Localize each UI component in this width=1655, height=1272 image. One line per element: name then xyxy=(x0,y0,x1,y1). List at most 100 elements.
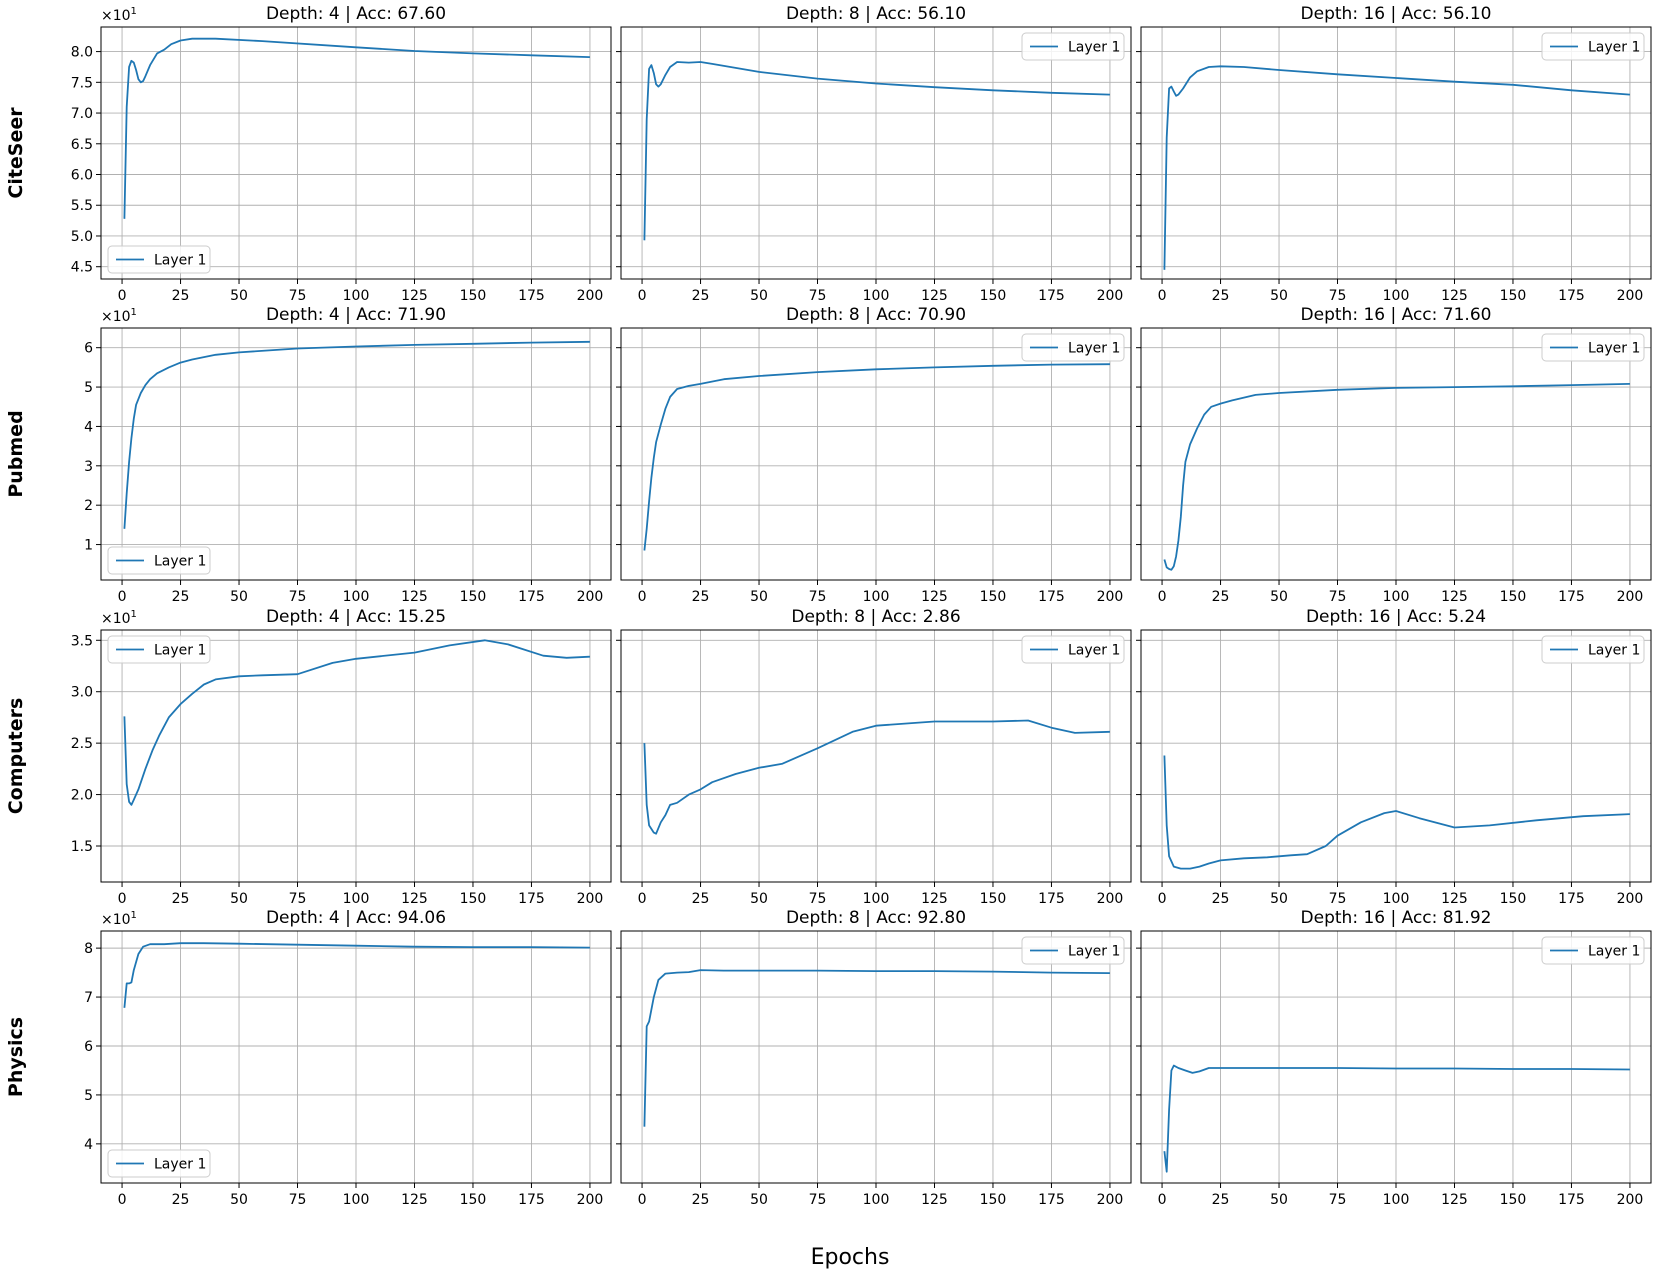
y-tick-label: 8.0 xyxy=(71,45,93,61)
x-tick-label: 150 xyxy=(1500,891,1527,907)
panel-physics-3: 0 25 50 75 100 125 150 175 200 Depth: 16 | Acc: 8… xyxy=(1136,908,1652,1208)
x-tick-label: 100 xyxy=(1383,589,1410,605)
y-tick-label: 5 xyxy=(84,1088,93,1104)
x-tick-label: 25 xyxy=(172,589,190,605)
y-tick-label: 5.5 xyxy=(71,198,93,214)
x-tick-label: 75 xyxy=(1329,288,1347,304)
x-tick-label: 0 xyxy=(638,288,647,304)
x-tick-label: 0 xyxy=(118,589,127,605)
x-tick-label: 100 xyxy=(1383,288,1410,304)
x-tick-label: 200 xyxy=(577,1192,604,1208)
x-tick-label: 175 xyxy=(518,1192,545,1208)
x-tick-label: 175 xyxy=(1558,589,1585,605)
x-tick-label: 0 xyxy=(118,288,127,304)
panel-title: Depth: 4 | Acc: 67.60 xyxy=(266,4,446,24)
x-tick-label: 100 xyxy=(1383,891,1410,907)
panel-title: Depth: 8 | Acc: 92.80 xyxy=(786,908,966,928)
legend: Layer 1 xyxy=(1021,936,1125,965)
x-tick-label: 150 xyxy=(980,589,1007,605)
row-label-physics: Physics xyxy=(5,1017,27,1097)
legend: Layer 1 xyxy=(1021,333,1125,362)
y-tick-label: 7.0 xyxy=(71,106,93,122)
x-tick-label: 50 xyxy=(750,589,768,605)
y-axis-multiplier: ×101 xyxy=(101,609,137,627)
legend-label: Layer 1 xyxy=(1588,643,1640,659)
panel-title: Depth: 8 | Acc: 70.90 xyxy=(786,305,966,325)
x-tick-label: 175 xyxy=(1558,891,1585,907)
x-tick-label: 25 xyxy=(692,1192,710,1208)
legend-label: Layer 1 xyxy=(154,554,206,570)
panel-title: Depth: 16 | Acc: 81.92 xyxy=(1301,908,1492,928)
x-tick-label: 200 xyxy=(577,288,604,304)
x-tick-label: 150 xyxy=(460,288,487,304)
x-tick-label: 0 xyxy=(1158,288,1167,304)
multiplier-base: ×10 xyxy=(101,309,131,325)
legend-box xyxy=(1541,32,1645,61)
row-label-citeseer: CiteSeer xyxy=(5,107,27,199)
y-tick-label: 5 xyxy=(84,380,93,396)
legend-label: Layer 1 xyxy=(1068,643,1120,659)
series-line-layer-1 xyxy=(643,61,1110,241)
legend: Layer 1 xyxy=(1541,635,1645,664)
x-tick-label: 75 xyxy=(1329,1192,1347,1208)
y-tick-label: 2.0 xyxy=(71,788,93,804)
legend: Layer 1 xyxy=(1021,32,1125,61)
series-line-layer-1 xyxy=(123,37,590,219)
x-tick-label: 0 xyxy=(1158,589,1167,605)
x-tick-label: 100 xyxy=(863,288,890,304)
y-tick-label: 2.5 xyxy=(71,736,93,752)
x-tick-label: 175 xyxy=(1038,1192,1065,1208)
x-tick-label: 100 xyxy=(863,589,890,605)
x-tick-label: 0 xyxy=(118,1192,127,1208)
multiplier-exponent: 1 xyxy=(131,6,137,17)
multiplier-exponent: 1 xyxy=(131,307,137,318)
x-tick-label: 0 xyxy=(118,891,127,907)
x-tick-label: 0 xyxy=(1158,891,1167,907)
x-tick-label: 25 xyxy=(1212,288,1230,304)
y-tick-label: 2 xyxy=(84,498,93,514)
x-tick-label: 125 xyxy=(401,1192,428,1208)
x-tick-label: 125 xyxy=(921,891,948,907)
legend-box xyxy=(107,635,211,664)
legend-label: Layer 1 xyxy=(1588,944,1640,960)
panel-physics-2: 0 25 50 75 100 125 150 175 200 Depth: 8 | Acc: 92… xyxy=(616,908,1132,1208)
legend: Layer 1 xyxy=(107,245,211,274)
legend-label: Layer 1 xyxy=(154,643,206,659)
legend: Layer 1 xyxy=(1021,635,1125,664)
series-line-layer-1 xyxy=(643,719,1110,835)
x-tick-label: 125 xyxy=(401,288,428,304)
series-line-layer-1 xyxy=(123,639,590,806)
panel-title: Depth: 4 | Acc: 71.90 xyxy=(266,305,446,325)
y-tick-label: 6.0 xyxy=(71,168,93,184)
panel-citeseer-2: 0 25 50 75 100 125 150 175 200 Depth: 8 | Acc: 56… xyxy=(616,4,1132,304)
legend: Layer 1 xyxy=(1541,333,1645,362)
legend-box xyxy=(1021,936,1125,965)
x-tick-label: 125 xyxy=(921,589,948,605)
x-tick-label: 50 xyxy=(1270,288,1288,304)
x-tick-label: 50 xyxy=(230,1192,248,1208)
x-tick-label: 175 xyxy=(518,288,545,304)
y-tick-label: 4 xyxy=(84,419,93,435)
y-tick-label: 6.5 xyxy=(71,137,93,153)
x-tick-label: 175 xyxy=(1558,288,1585,304)
x-tick-label: 175 xyxy=(518,891,545,907)
x-tick-label: 125 xyxy=(1441,288,1468,304)
panel-pubmed-3: 0 25 50 75 100 125 150 175 200 Depth: 16 | Acc: 7… xyxy=(1136,305,1652,605)
series-line-layer-1 xyxy=(1163,383,1630,571)
series-line-layer-1 xyxy=(1163,1064,1630,1173)
y-tick-label: 3.0 xyxy=(71,685,93,701)
legend-box xyxy=(1021,32,1125,61)
series-line-layer-1 xyxy=(123,340,590,529)
multiplier-base: ×10 xyxy=(101,912,131,928)
x-tick-label: 75 xyxy=(809,1192,827,1208)
legend: Layer 1 xyxy=(1541,936,1645,965)
x-tick-label: 150 xyxy=(460,891,487,907)
x-tick-label: 100 xyxy=(343,891,370,907)
series-line-layer-1 xyxy=(123,942,590,1008)
x-tick-label: 125 xyxy=(401,589,428,605)
legend-label: Layer 1 xyxy=(1068,40,1120,56)
x-tick-label: 175 xyxy=(518,589,545,605)
x-tick-label: 125 xyxy=(921,288,948,304)
